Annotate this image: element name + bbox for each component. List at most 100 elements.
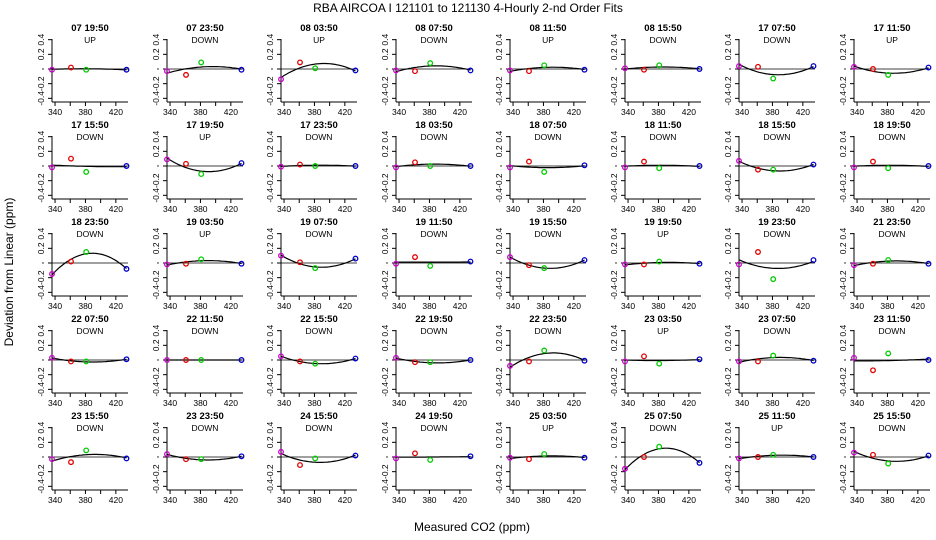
data-point bbox=[885, 165, 892, 172]
data-point bbox=[238, 357, 245, 363]
y-tick-label bbox=[844, 359, 846, 361]
data-point bbox=[925, 357, 932, 363]
y-tick-label: -0.4 bbox=[494, 91, 504, 106]
panel-direction-label: DOWN bbox=[535, 229, 562, 239]
y-tick-label bbox=[386, 262, 388, 264]
data-point bbox=[622, 261, 628, 268]
data-point bbox=[736, 455, 742, 462]
y-axis-label: Deviation from Linear (ppm) bbox=[2, 198, 16, 347]
y-tick-label: 0.4 bbox=[723, 421, 733, 433]
panel-direction-label: DOWN bbox=[421, 229, 448, 239]
data-point bbox=[123, 455, 130, 462]
panel-title: 25 03:50 bbox=[529, 411, 567, 422]
y-tick-label: -0.2 bbox=[380, 367, 390, 382]
data-point bbox=[755, 454, 761, 460]
data-point bbox=[755, 63, 761, 70]
x-tick-label: 340 bbox=[621, 107, 635, 117]
panel-direction-label: UP bbox=[313, 35, 325, 45]
y-tick-label: -0.2 bbox=[151, 76, 161, 91]
data-point bbox=[810, 357, 817, 364]
y-tick-label: -0.2 bbox=[723, 270, 733, 285]
x-tick-label: 340 bbox=[392, 107, 406, 117]
x-tick-label: 380 bbox=[422, 107, 436, 117]
y-tick-label: 0.2 bbox=[151, 339, 161, 351]
panel-title: 08 11:50 bbox=[530, 23, 567, 34]
data-point bbox=[851, 262, 857, 269]
panel-title: 18 11:50 bbox=[645, 120, 682, 131]
data-point bbox=[467, 258, 474, 265]
x-tick-label: 340 bbox=[735, 495, 749, 505]
data-point bbox=[810, 257, 817, 264]
x-tick-label: 420 bbox=[453, 107, 467, 117]
x-tick-label: 380 bbox=[307, 107, 321, 117]
x-tick-label: 340 bbox=[392, 204, 406, 214]
y-tick-label bbox=[42, 359, 44, 361]
y-tick-label: -0.2 bbox=[723, 464, 733, 479]
y-tick-label: -0.4 bbox=[723, 382, 733, 397]
fit-curve bbox=[853, 260, 929, 267]
data-point bbox=[581, 66, 588, 73]
data-point bbox=[541, 265, 548, 272]
y-tick-label: 0.4 bbox=[609, 33, 619, 45]
y-tick-label: 0.4 bbox=[838, 421, 848, 433]
x-tick-label: 380 bbox=[765, 398, 779, 408]
panel-title: 18 03:50 bbox=[415, 120, 453, 131]
y-tick-label: -0.4 bbox=[151, 382, 161, 397]
y-tick-label: -0.4 bbox=[36, 479, 46, 494]
panel-direction-label: DOWN bbox=[77, 132, 104, 142]
y-tick-label: 0.4 bbox=[609, 421, 619, 433]
data-point bbox=[198, 59, 205, 66]
x-tick-label: 340 bbox=[392, 398, 406, 408]
data-point bbox=[656, 443, 663, 450]
y-tick-label: -0.2 bbox=[494, 76, 504, 91]
fit-curve bbox=[738, 454, 814, 460]
panel-direction-label: UP bbox=[199, 132, 211, 142]
data-point bbox=[68, 258, 74, 265]
x-tick-label: 380 bbox=[880, 107, 894, 117]
panel-title: 19 11:50 bbox=[416, 217, 453, 228]
panel-direction-label: DOWN bbox=[192, 326, 219, 336]
x-tick-label: 340 bbox=[163, 107, 177, 117]
x-tick-label: 340 bbox=[850, 301, 864, 311]
data-point bbox=[412, 68, 418, 75]
y-tick-label: 0.4 bbox=[494, 421, 504, 433]
y-tick-label: 0.2 bbox=[494, 48, 504, 60]
x-tick-label: 380 bbox=[536, 495, 550, 505]
panel-direction-label: DOWN bbox=[650, 35, 677, 45]
data-point bbox=[526, 456, 532, 463]
data-point bbox=[164, 156, 170, 163]
x-tick-label: 420 bbox=[911, 107, 925, 117]
x-tick-label: 340 bbox=[48, 301, 62, 311]
data-point bbox=[581, 454, 588, 461]
data-point bbox=[810, 161, 817, 168]
panel-direction-label: DOWN bbox=[421, 423, 448, 433]
data-point bbox=[183, 456, 189, 463]
x-tick-label: 340 bbox=[392, 495, 406, 505]
y-tick-label: -0.2 bbox=[36, 367, 46, 382]
y-tick-label: -0.2 bbox=[151, 270, 161, 285]
data-point bbox=[238, 160, 245, 167]
data-point bbox=[770, 166, 777, 173]
x-tick-label: 420 bbox=[911, 204, 925, 214]
y-tick-label bbox=[157, 456, 159, 458]
data-point bbox=[870, 66, 876, 72]
data-point bbox=[198, 456, 205, 463]
fit-curve bbox=[624, 164, 700, 167]
y-tick-label: 0.4 bbox=[609, 227, 619, 239]
x-tick-label: 420 bbox=[911, 398, 925, 408]
x-tick-label: 420 bbox=[911, 495, 925, 505]
panel-title: 08 03:50 bbox=[300, 23, 338, 34]
data-point bbox=[526, 358, 532, 365]
x-tick-label: 340 bbox=[48, 204, 62, 214]
y-tick-label: 0.4 bbox=[609, 130, 619, 142]
y-tick-label: 0.4 bbox=[380, 33, 390, 45]
data-point bbox=[123, 265, 130, 272]
x-tick-label: 340 bbox=[277, 495, 291, 505]
data-point bbox=[198, 171, 205, 178]
y-tick-label: 0.2 bbox=[838, 436, 848, 448]
x-tick-label: 380 bbox=[765, 301, 779, 311]
x-tick-label: 380 bbox=[307, 204, 321, 214]
